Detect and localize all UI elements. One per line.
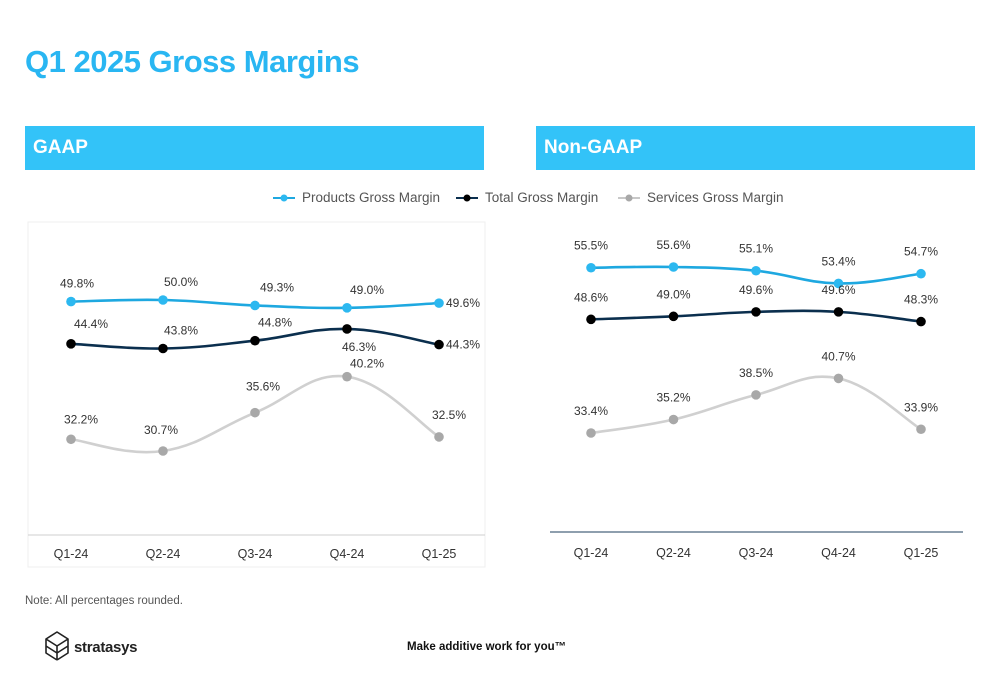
nongaap-x-tick-label: Q2-24	[656, 546, 691, 560]
gaap-data-label: 32.2%	[64, 412, 98, 426]
nongaap-data-point	[586, 428, 596, 438]
nongaap-data-point	[916, 424, 926, 435]
gaap-data-point	[434, 432, 444, 442]
nongaap-data-point	[668, 262, 679, 272]
nongaap-x-tick-label: Q1-24	[574, 546, 609, 560]
nongaap-data-label: 55.6%	[656, 238, 690, 252]
legend-marker-total-icon	[456, 194, 478, 202]
gaap-data-point	[250, 335, 260, 346]
nongaap-x-tick-label: Q4-24	[821, 546, 856, 560]
nongaap-data-point	[833, 373, 844, 384]
chart-legend: Products Gross Margin Total Gross Margin…	[0, 188, 1000, 210]
gaap-data-point	[342, 324, 352, 334]
gaap-data-point	[66, 434, 76, 445]
page-title: Q1 2025 Gross Margins	[25, 44, 360, 79]
nongaap-data-point	[751, 390, 761, 400]
gaap-data-label: 43.8%	[164, 324, 198, 338]
nongaap-x-tick-label: Q3-24	[739, 546, 774, 560]
gaap-data-point	[434, 298, 444, 308]
nongaap-data-point	[833, 278, 844, 289]
gaap-x-tick-label: Q4-24	[330, 547, 365, 561]
legend-label-total: Total Gross Margin	[485, 190, 599, 205]
gaap-data-point	[434, 339, 444, 350]
gaap-data-label: 49.0%	[350, 283, 384, 297]
gaap-data-label: 35.6%	[246, 380, 280, 394]
nongaap-series-line-2	[589, 375, 923, 435]
nongaap-data-label: 53.4%	[821, 254, 855, 268]
nongaap-data-point	[668, 311, 679, 322]
nongaap-data-label: 55.1%	[739, 242, 773, 256]
legend-marker-services-icon	[618, 194, 640, 202]
nongaap-data-label: 54.7%	[904, 245, 938, 259]
gaap-data-label: 32.5%	[432, 408, 466, 422]
nongaap-data-label: 49.0%	[656, 287, 690, 301]
legend-label-services: Services Gross Margin	[647, 190, 784, 205]
gaap-data-point	[342, 371, 352, 382]
legend-marker-products-icon	[273, 194, 295, 202]
nongaap-data-point	[586, 262, 596, 273]
nongaap-data-point	[668, 414, 679, 425]
nongaap-data-label: 48.3%	[904, 293, 938, 307]
gaap-data-point	[66, 296, 76, 307]
nongaap-data-point	[751, 265, 761, 276]
stratasys-logo: stratasys	[44, 631, 137, 663]
section-header-gaap: GAAP	[25, 126, 484, 170]
gaap-data-point	[250, 300, 260, 311]
legend-label-products: Products Gross Margin	[302, 190, 441, 205]
nongaap-data-point	[751, 307, 761, 317]
nongaap-data-label: 55.5%	[574, 239, 608, 253]
nongaap-data-label: 33.9%	[904, 400, 938, 414]
gaap-data-label: 46.3%	[342, 340, 376, 354]
nongaap-data-point	[916, 316, 926, 327]
gaap-data-label: 44.8%	[258, 316, 292, 330]
gaap-x-tick-label: Q3-24	[238, 547, 273, 561]
gaap-plot-frame	[27, 221, 486, 568]
gaap-data-label: 40.2%	[350, 357, 384, 371]
stratasys-logo-icon	[45, 631, 69, 661]
gaap-data-label: 44.3%	[446, 338, 480, 352]
nongaap-data-label: 33.4%	[574, 404, 608, 418]
gaap-data-point	[66, 339, 76, 349]
gaap-data-point	[250, 407, 260, 418]
nongaap-data-point	[833, 307, 844, 317]
gaap-data-label: 44.4%	[74, 317, 108, 331]
gaap-data-point	[158, 343, 168, 354]
nongaap-data-label: 49.6%	[821, 283, 855, 297]
gaap-data-label: 49.6%	[446, 296, 480, 310]
gaap-data-point	[158, 446, 168, 456]
nongaap-x-tick-label: Q1-25	[904, 546, 939, 560]
nongaap-data-label: 40.7%	[821, 349, 855, 363]
gaap-data-point	[158, 295, 168, 305]
gaap-x-tick-label: Q1-24	[54, 547, 89, 561]
gaap-data-label: 49.8%	[60, 277, 94, 291]
gaap-x-tick-label: Q1-25	[422, 547, 457, 561]
gaap-data-label: 30.7%	[144, 423, 178, 437]
nongaap-data-point	[916, 268, 926, 279]
nongaap-data-label: 48.6%	[574, 290, 608, 304]
gaap-data-label: 49.3%	[260, 280, 294, 294]
nongaap-data-label: 38.5%	[739, 366, 773, 380]
nongaap-data-point	[586, 314, 596, 325]
gaap-data-label: 50.0%	[164, 275, 198, 289]
nongaap-data-label: 49.6%	[739, 283, 773, 297]
section-header-nongaap: Non-GAAP	[536, 126, 975, 170]
nongaap-data-label: 35.2%	[656, 391, 690, 405]
footnote: Note: All percentages rounded.	[25, 595, 183, 607]
brand-name: stratasys	[74, 639, 138, 656]
gaap-data-point	[342, 303, 352, 313]
gaap-x-tick-label: Q2-24	[146, 547, 181, 561]
tagline: Make additive work for you™	[407, 641, 567, 653]
